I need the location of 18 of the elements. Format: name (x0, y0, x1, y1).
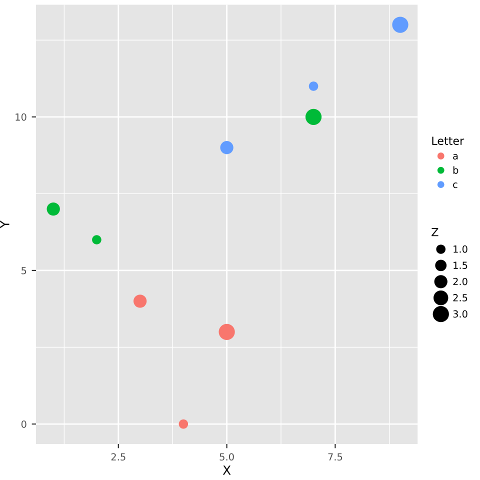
x-axis-title: X (222, 466, 231, 475)
y-tick-label: 5 (22, 267, 26, 274)
legend-label: b (453, 166, 458, 174)
legend-title: Letter (432, 136, 464, 146)
legend-label: 1.5 (454, 262, 468, 269)
y-axis-title: Y (0, 220, 10, 228)
legend-label: 2.5 (453, 294, 468, 302)
legend-label: 3.0 (453, 310, 468, 318)
legend-label: a (453, 154, 458, 160)
y-tick-label: 10 (16, 113, 26, 121)
text: Z (432, 228, 438, 236)
legend-label: c (453, 182, 458, 188)
legend-label: 1.0 (454, 245, 468, 253)
x-tick-label: 7.5 (328, 453, 342, 461)
legend-label: 2.0 (453, 278, 468, 286)
x-tick-label: 5.0 (220, 453, 234, 461)
y-tick-label: 0 (21, 420, 26, 428)
x-tick-label: 2.5 (111, 453, 126, 461)
